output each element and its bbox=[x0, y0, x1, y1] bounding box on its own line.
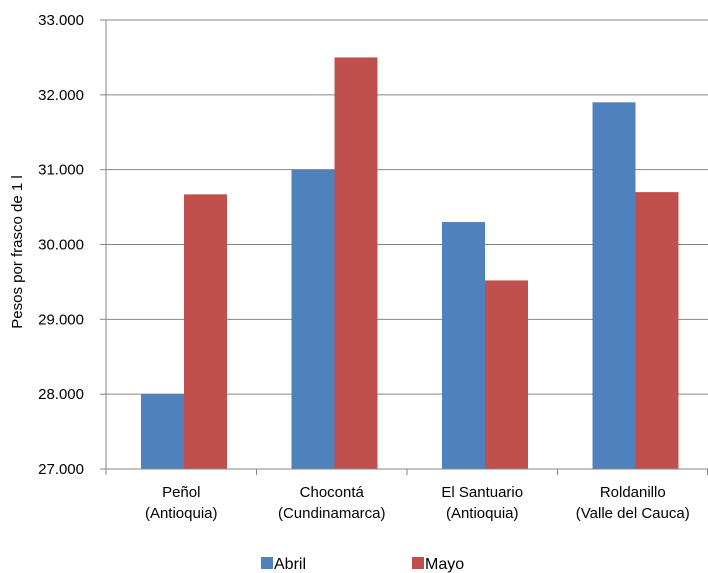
x-category-label: (Cundinamarca) bbox=[278, 505, 386, 522]
bar-mayo-3 bbox=[635, 192, 679, 469]
x-category-label: (Valle del Cauca) bbox=[576, 505, 690, 522]
axes bbox=[100, 19, 708, 475]
bar-mayo-2 bbox=[485, 280, 528, 469]
bar-mayo-1 bbox=[334, 57, 378, 470]
y-tick-label: 33.000 bbox=[38, 12, 84, 29]
x-category-label: Roldanillo bbox=[600, 484, 666, 501]
y-tick-label: 29.000 bbox=[38, 311, 84, 328]
bar-abril-1 bbox=[291, 169, 335, 469]
y-tick-label: 32.000 bbox=[38, 87, 84, 104]
y-axis-title: Pesos por frasco de 1 l bbox=[9, 175, 26, 328]
legend-swatch-mayo bbox=[412, 557, 424, 569]
bar-abril-3 bbox=[592, 102, 636, 470]
x-category-label: (Antioquia) bbox=[145, 505, 218, 522]
x-category-label: El Santuario bbox=[441, 484, 523, 501]
bars bbox=[141, 57, 679, 470]
x-category-label: Peñol bbox=[162, 484, 200, 501]
bar-abril-0 bbox=[141, 394, 184, 469]
x-category-label: (Antioquia) bbox=[446, 505, 519, 522]
x-category-label: Chocontá bbox=[300, 484, 365, 501]
y-tick-label: 28.000 bbox=[38, 386, 84, 403]
legend-label-abril: Abril bbox=[274, 556, 306, 573]
bar-mayo-0 bbox=[184, 194, 227, 469]
legend-swatch-abril bbox=[261, 557, 273, 569]
y-tick-label: 27.000 bbox=[38, 461, 84, 478]
legend-label-mayo: Mayo bbox=[425, 556, 464, 573]
x-category-labels: Peñol (Antioquia) Chocontá (Cundinamarca) El… bbox=[145, 484, 690, 522]
bar-abril-2 bbox=[442, 222, 485, 469]
y-tick-label: 31.000 bbox=[38, 162, 84, 179]
y-tick-label: 30.000 bbox=[38, 237, 84, 254]
y-tick-labels: 27.000 28.000 29.000 30.000 31.000 32.000 33.0… bbox=[38, 12, 84, 478]
legend: Abril Mayo bbox=[261, 556, 464, 573]
